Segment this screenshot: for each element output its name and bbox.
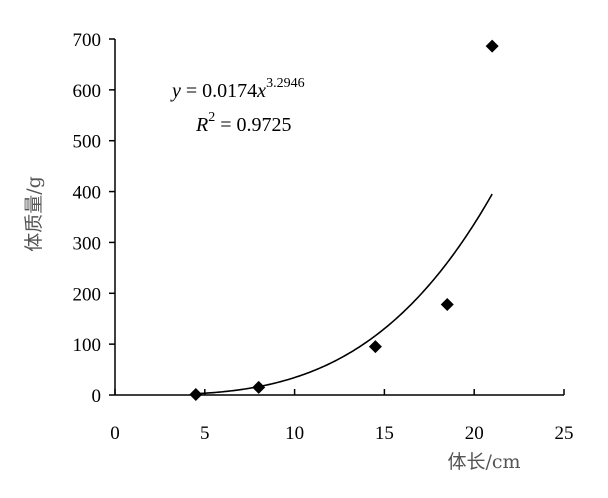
data-point-marker xyxy=(189,387,203,401)
equation-x-var: x xyxy=(256,80,266,102)
x-tick-label: 0 xyxy=(110,423,120,444)
y-tick-label: 500 xyxy=(73,132,102,153)
equation-coefficient: = 0.0174 xyxy=(181,80,257,102)
x-ticks: 0 5 10 15 20 25 xyxy=(110,389,574,444)
x-axis-title: 体长/cm xyxy=(447,451,520,473)
y-axis-title: 体质量/g xyxy=(23,176,45,252)
y-ticks: 0 100 200 300 400 500 600 700 xyxy=(73,30,115,407)
axes: 0 5 10 15 20 25 0 100 200 300 400 500 600 700 xyxy=(73,30,574,444)
data-point-marker xyxy=(368,340,382,354)
x-tick-label: 15 xyxy=(375,423,394,444)
regression-equation: y = 0.0174x3.2946 R2 = 0.9725 xyxy=(170,76,305,136)
x-tick-label: 25 xyxy=(555,423,574,444)
data-points xyxy=(189,39,499,401)
x-tick-label: 20 xyxy=(465,423,484,444)
equation-line: y = 0.0174x3.2946 xyxy=(170,76,305,102)
x-tick-label: 5 xyxy=(200,423,210,444)
r-squared-value: = 0.9725 xyxy=(215,114,291,136)
equation-exponent: 3.2946 xyxy=(266,76,305,91)
x-tick-label: 10 xyxy=(285,423,304,444)
data-point-marker xyxy=(440,297,454,311)
y-tick-label: 200 xyxy=(73,284,102,305)
r-squared-line: R2 = 0.9725 xyxy=(195,110,292,136)
y-tick-label: 700 xyxy=(73,30,102,51)
r-squared-exponent: 2 xyxy=(208,110,215,125)
r-squared-var: R xyxy=(195,114,208,136)
data-point-marker xyxy=(252,380,266,394)
equation-y-var: y xyxy=(170,80,181,102)
power-trendline xyxy=(195,193,493,395)
y-tick-label: 300 xyxy=(73,233,102,254)
y-tick-label: 100 xyxy=(73,335,102,356)
data-point-marker xyxy=(485,39,499,53)
y-tick-label: 400 xyxy=(73,183,102,204)
y-tick-label: 0 xyxy=(92,386,102,407)
y-tick-label: 600 xyxy=(73,81,102,102)
